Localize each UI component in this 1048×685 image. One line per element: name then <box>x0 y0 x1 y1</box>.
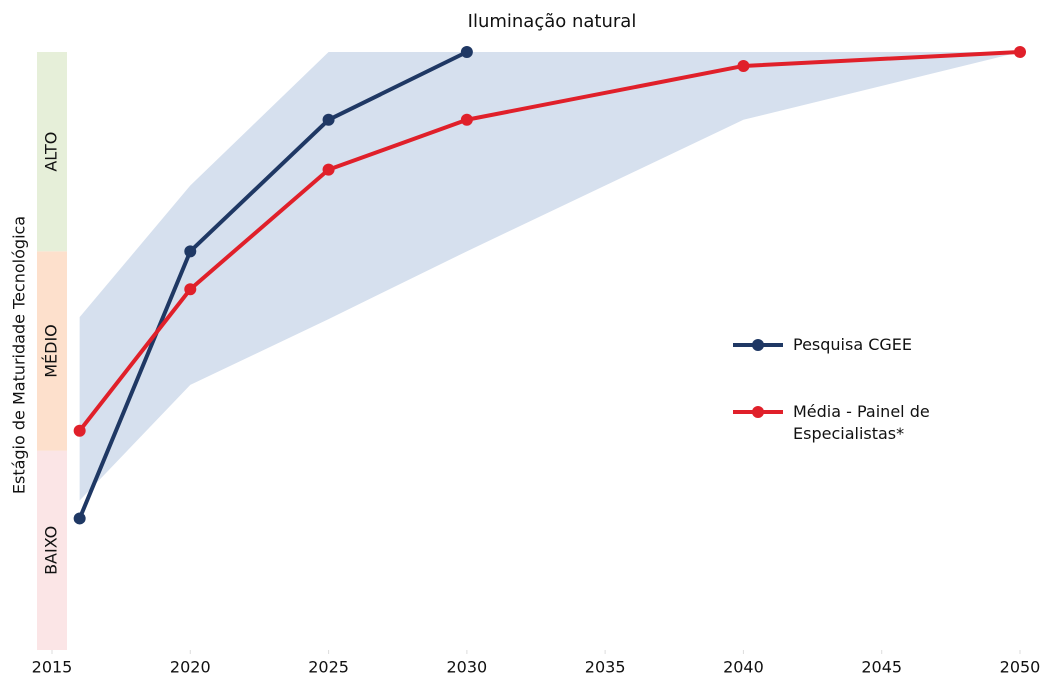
x-tick-label: 2040 <box>723 658 764 677</box>
band-label: BAIXO <box>42 526 61 575</box>
data-point <box>184 283 197 296</box>
chart-title: Iluminação natural <box>468 11 637 32</box>
maturity-band <box>37 251 67 451</box>
data-point <box>322 163 335 176</box>
data-point <box>737 59 750 72</box>
x-tick-label: 2030 <box>446 658 487 677</box>
maturity-band <box>37 52 67 252</box>
range-area <box>79 52 1020 501</box>
data-point <box>73 512 86 525</box>
band-label: ALTO <box>42 132 61 172</box>
data-point <box>1014 46 1026 58</box>
legend-label: Média - Painel de Especialistas* <box>793 402 930 443</box>
legend-marker <box>752 406 764 418</box>
x-tick-label: 2020 <box>170 658 211 677</box>
x-tick-label: 2035 <box>585 658 626 677</box>
x-tick-label: 2050 <box>1000 658 1041 677</box>
legend-marker <box>752 339 764 351</box>
y-axis-label: Estágio de Maturidade Tecnológica <box>10 216 29 494</box>
data-point <box>322 113 335 126</box>
data-point <box>460 113 473 126</box>
maturity-band <box>37 450 67 650</box>
x-tick-label: 2015 <box>32 658 73 677</box>
legend-label: Pesquisa CGEE <box>793 335 913 354</box>
band-label: MÉDIO <box>42 324 61 378</box>
x-tick-label: 2025 <box>308 658 349 677</box>
data-point <box>460 46 473 58</box>
data-point <box>73 424 86 437</box>
series-line <box>78 50 1021 432</box>
x-tick-label: 2045 <box>861 658 902 677</box>
data-point <box>184 245 197 258</box>
series-line <box>77 50 468 520</box>
